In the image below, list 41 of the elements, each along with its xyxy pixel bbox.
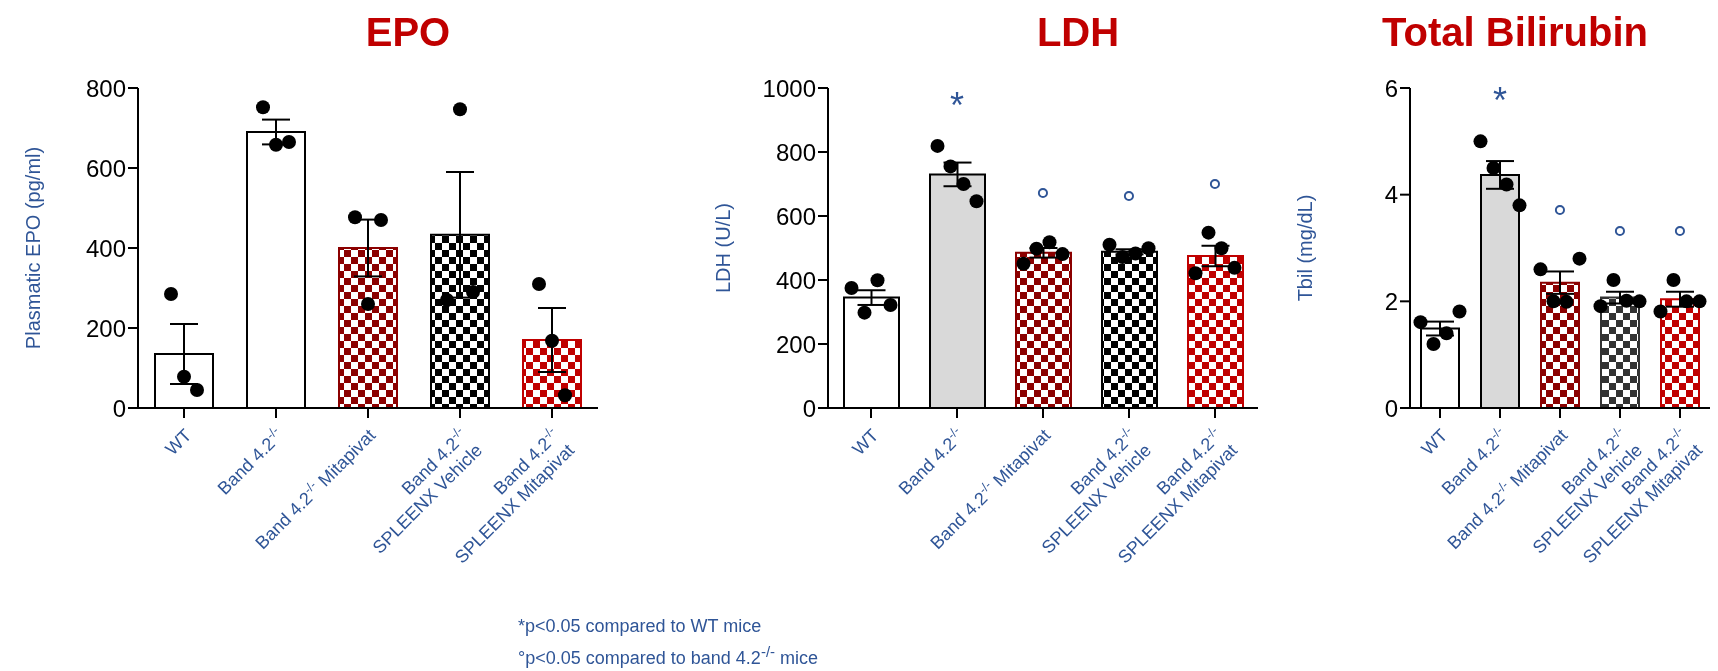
chart-title: Total Bilirubin: [1381, 10, 1649, 55]
y-tick-label: 400: [775, 266, 816, 294]
annotation: *: [1492, 80, 1508, 122]
y-tick-label: 0: [802, 394, 816, 422]
x-tick-label: WT: [848, 425, 883, 460]
bar: [1187, 255, 1244, 408]
chart-title: EPO: [364, 10, 452, 55]
annotation: °: [1121, 183, 1137, 225]
y-axis-title: LDH (U/L): [712, 202, 735, 294]
annotation: *: [949, 84, 965, 126]
y-tick-label: 1000: [762, 74, 816, 102]
y-tick-label: 2: [1384, 287, 1398, 315]
y-tick-label: 600: [85, 154, 126, 182]
y-tick-label: 800: [775, 138, 816, 166]
y-tick-label: 200: [775, 330, 816, 358]
y-tick-label: 800: [85, 74, 126, 102]
y-axis-title: Plasmatic EPO (pg/ml): [22, 146, 45, 350]
annotation: °: [1207, 171, 1223, 213]
bar: [1015, 251, 1072, 408]
annotation: °: [1612, 219, 1628, 260]
bar: [1600, 296, 1640, 408]
y-tick-label: 0: [112, 394, 126, 422]
y-tick-label: 200: [85, 314, 126, 342]
bar: [522, 339, 582, 408]
bar: [1660, 298, 1700, 408]
bar: [338, 247, 398, 408]
annotation: °: [1672, 219, 1688, 260]
x-tick-label: WT: [1417, 425, 1452, 460]
y-axis-title: Tbil (mg/dL): [1294, 194, 1317, 302]
y-tick-label: 600: [775, 202, 816, 230]
text: *p<0.05 compared to WT mice: [518, 615, 763, 638]
y-tick-label: 0: [1384, 394, 1398, 422]
annotation: °: [1552, 197, 1568, 239]
chart-title: LDH: [1035, 10, 1121, 55]
x-tick-label: WT: [161, 425, 196, 460]
text: °p<0.05 compared to band 4.2$^{-/-}$ mice: [518, 642, 819, 670]
annotation: °: [1035, 181, 1051, 223]
y-tick-label: 6: [1384, 74, 1398, 102]
y-tick-label: 4: [1384, 181, 1398, 209]
y-tick-label: 400: [85, 234, 126, 262]
bar: [1540, 281, 1580, 408]
